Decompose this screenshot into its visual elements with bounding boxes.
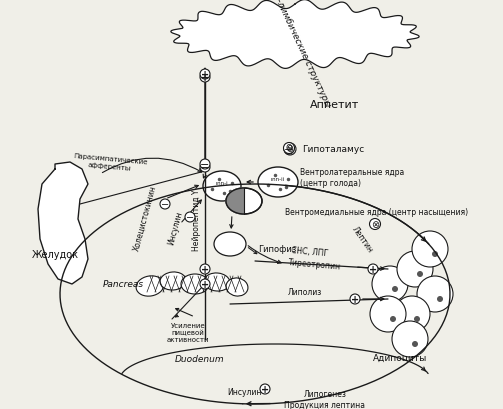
Polygon shape	[38, 163, 88, 284]
Ellipse shape	[181, 274, 209, 294]
Text: Вентролатеральные ядра
(центр голода): Вентролатеральные ядра (центр голода)	[300, 168, 404, 187]
Text: Нейропептид Y: Нейропептид Y	[193, 189, 202, 250]
Circle shape	[284, 143, 294, 154]
Text: Θ: Θ	[287, 145, 293, 154]
Circle shape	[432, 252, 438, 257]
Circle shape	[350, 294, 360, 304]
Circle shape	[200, 70, 210, 80]
Circle shape	[392, 321, 428, 357]
Text: Холецистокинин: Холецистокинин	[132, 184, 158, 252]
Text: Инсулин: Инсулин	[166, 210, 184, 245]
Ellipse shape	[204, 273, 230, 291]
Text: rnn-ii: rnn-ii	[271, 177, 285, 182]
Text: −: −	[161, 200, 169, 209]
Circle shape	[284, 144, 296, 155]
Text: Адипоциты: Адипоциты	[373, 353, 427, 362]
Circle shape	[370, 296, 406, 332]
Text: +: +	[201, 73, 209, 83]
Text: −: −	[200, 160, 210, 170]
Text: Гипоталамус: Гипоталамус	[302, 145, 364, 154]
Text: +: +	[351, 294, 359, 304]
Circle shape	[397, 252, 433, 287]
Circle shape	[185, 213, 195, 222]
Circle shape	[412, 341, 418, 347]
Text: Инсулин: Инсулин	[228, 388, 262, 397]
Text: Duodenum: Duodenum	[175, 355, 225, 364]
Circle shape	[368, 264, 378, 274]
Circle shape	[412, 231, 448, 267]
Circle shape	[200, 163, 210, 173]
Ellipse shape	[203, 172, 241, 202]
Circle shape	[414, 316, 420, 322]
Text: Липолиз: Липолиз	[288, 288, 322, 297]
Text: +: +	[369, 264, 377, 274]
Text: +: +	[201, 279, 209, 289]
Polygon shape	[171, 1, 419, 69]
Text: rnn-i: rnn-i	[216, 181, 228, 186]
Text: +: +	[201, 264, 209, 274]
Text: Pancreas: Pancreas	[103, 280, 144, 289]
Ellipse shape	[214, 232, 246, 256]
Text: Парасимпатические
афференты: Парасимпатические афференты	[72, 153, 147, 172]
Circle shape	[417, 276, 453, 312]
Ellipse shape	[226, 278, 248, 297]
Circle shape	[284, 145, 294, 155]
Circle shape	[200, 73, 210, 83]
Circle shape	[200, 160, 210, 170]
Text: Тиреотропин: Тиреотропин	[288, 258, 342, 271]
Ellipse shape	[160, 272, 186, 290]
Text: Вентромедиальные ядра (центр насыщения): Вентромедиальные ядра (центр насыщения)	[285, 208, 468, 217]
Circle shape	[394, 296, 430, 332]
Polygon shape	[226, 189, 244, 214]
Text: +: +	[261, 384, 269, 394]
Text: Θ: Θ	[286, 144, 292, 153]
Text: Аппетит: Аппетит	[310, 100, 359, 110]
Text: ⊗: ⊗	[371, 220, 379, 229]
Text: Желудок: Желудок	[32, 249, 78, 259]
Circle shape	[200, 279, 210, 289]
Ellipse shape	[258, 168, 298, 198]
Text: Липогенез
Продукция лептина: Липогенез Продукция лептина	[285, 389, 366, 409]
Circle shape	[260, 384, 270, 394]
Text: Лептин: Лептин	[350, 225, 374, 254]
Circle shape	[392, 286, 398, 292]
Circle shape	[372, 266, 408, 302]
Circle shape	[200, 264, 210, 274]
Text: −: −	[284, 145, 294, 155]
Ellipse shape	[136, 276, 164, 297]
Circle shape	[160, 200, 170, 209]
Circle shape	[417, 271, 423, 277]
Text: СНС, ЛПГ: СНС, ЛПГ	[291, 245, 329, 258]
Ellipse shape	[226, 189, 262, 214]
Circle shape	[437, 296, 443, 302]
Text: Кортико-лимбические структуры: Кортико-лимбические структуры	[258, 0, 332, 108]
Circle shape	[370, 219, 380, 230]
Text: −: −	[186, 213, 194, 222]
Text: Гипофиз: Гипофиз	[258, 245, 296, 254]
Text: −: −	[200, 163, 210, 173]
Text: Усиление
пищевой
активности: Усиление пищевой активности	[167, 322, 209, 342]
Circle shape	[390, 316, 396, 322]
Text: +: +	[201, 70, 209, 80]
